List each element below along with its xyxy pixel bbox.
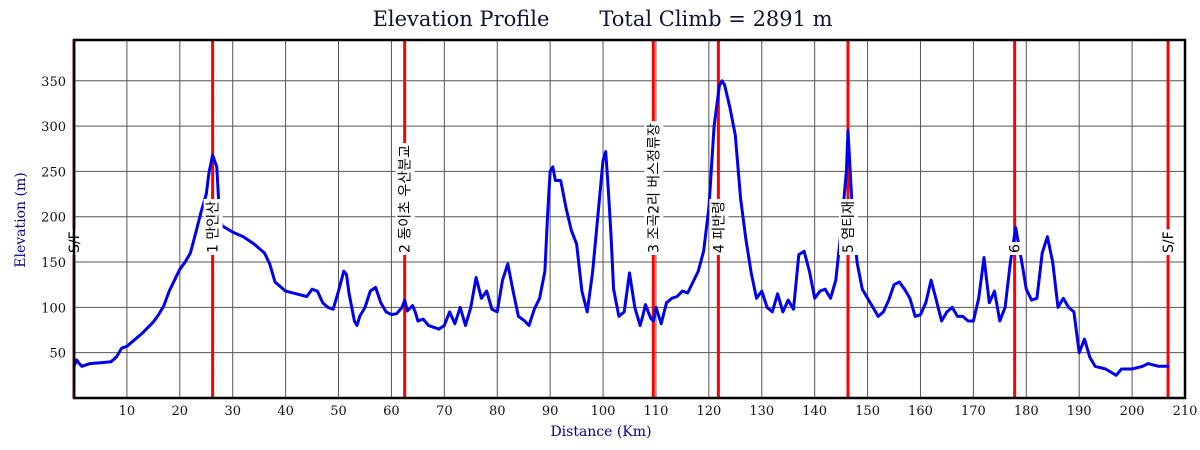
tick-labels: 10 20 30 40 50 60 70 80 90 100 110 120 130 140 150 160 1…	[41, 75, 1197, 419]
marker-label-group: S/F	[1159, 229, 1179, 255]
marker-label-background	[838, 199, 858, 255]
x-tick-label: 110	[644, 404, 669, 419]
x-tick-label: 10	[119, 404, 136, 419]
x-tick-label: 70	[436, 404, 453, 419]
marker-label-group: 2 동이초 우산분교	[395, 143, 415, 255]
marker-label: 6	[1008, 244, 1024, 253]
y-tick-label: 250	[41, 165, 66, 180]
y-tick-label: 150	[41, 256, 66, 271]
plot-frame	[72, 38, 1187, 400]
marker-label: 2 동이초 우산분교	[398, 145, 414, 253]
x-tick-label: 90	[542, 404, 559, 419]
x-tick-label: 40	[277, 404, 294, 419]
x-tick-label: 30	[224, 404, 241, 419]
x-tick-label: 50	[330, 404, 347, 419]
x-tick-label: 180	[1014, 404, 1039, 419]
x-tick-label: 130	[749, 404, 774, 419]
x-tick-label: 140	[802, 404, 827, 419]
y-tick-label: 300	[41, 120, 66, 135]
marker-label: 4 피반령	[711, 201, 727, 253]
x-tick-label: 20	[172, 404, 189, 419]
marker-label: 5 염티재	[841, 201, 857, 253]
x-tick-label: 190	[1067, 404, 1092, 419]
marker-label-background	[203, 199, 223, 255]
marker-labels: S/F 1 만인산 2 동이초 우산분교 3 조곡2리 버스정류장 4 피반령 5 염티재…	[65, 121, 1179, 255]
marker-label-background	[709, 199, 729, 255]
y-tick-label: 350	[41, 75, 66, 90]
marker-label-group: 6	[1005, 242, 1025, 255]
elevation-line	[72, 79, 1170, 377]
marker-label-background	[1005, 242, 1025, 255]
y-tick-label: 200	[41, 211, 66, 226]
x-tick-label: 150	[855, 404, 880, 419]
marker-label: 1 만인산	[206, 201, 222, 253]
x-axis-label: Distance (Km)	[550, 424, 651, 440]
grid-lines	[74, 40, 1186, 398]
marker-label: 3 조곡2리 버스정류장	[646, 123, 662, 253]
x-tick-label: 200	[1120, 404, 1145, 419]
x-tick-label: 170	[961, 404, 986, 419]
marker-lines	[72, 40, 1170, 398]
marker-label-group: 1 만인산	[203, 199, 223, 255]
marker-label-background	[395, 143, 415, 255]
x-tick-label: 60	[383, 404, 400, 419]
x-tick-label: 80	[489, 404, 506, 419]
marker-label-group: 3 조곡2리 버스정류장	[644, 121, 664, 255]
chart-subtitle: Total Climb = 2891 m	[599, 7, 832, 31]
y-tick-label: 50	[49, 347, 66, 362]
x-tick-label: 120	[696, 404, 721, 419]
x-tick-label: 100	[591, 404, 616, 419]
marker-label-group: 5 염티재	[838, 199, 858, 255]
y-tick-label: 100	[41, 301, 66, 316]
y-axis-label: Elevation (m)	[13, 172, 29, 267]
x-tick-label: 210	[1173, 404, 1198, 419]
marker-label: S/F	[1161, 231, 1177, 253]
marker-label-background	[1159, 229, 1179, 255]
chart-title: Elevation Profile	[373, 7, 550, 31]
marker-label-group: 4 피반령	[709, 199, 729, 255]
x-tick-label: 160	[908, 404, 933, 419]
series-layer	[72, 79, 1170, 377]
marker-label-background	[644, 121, 664, 255]
